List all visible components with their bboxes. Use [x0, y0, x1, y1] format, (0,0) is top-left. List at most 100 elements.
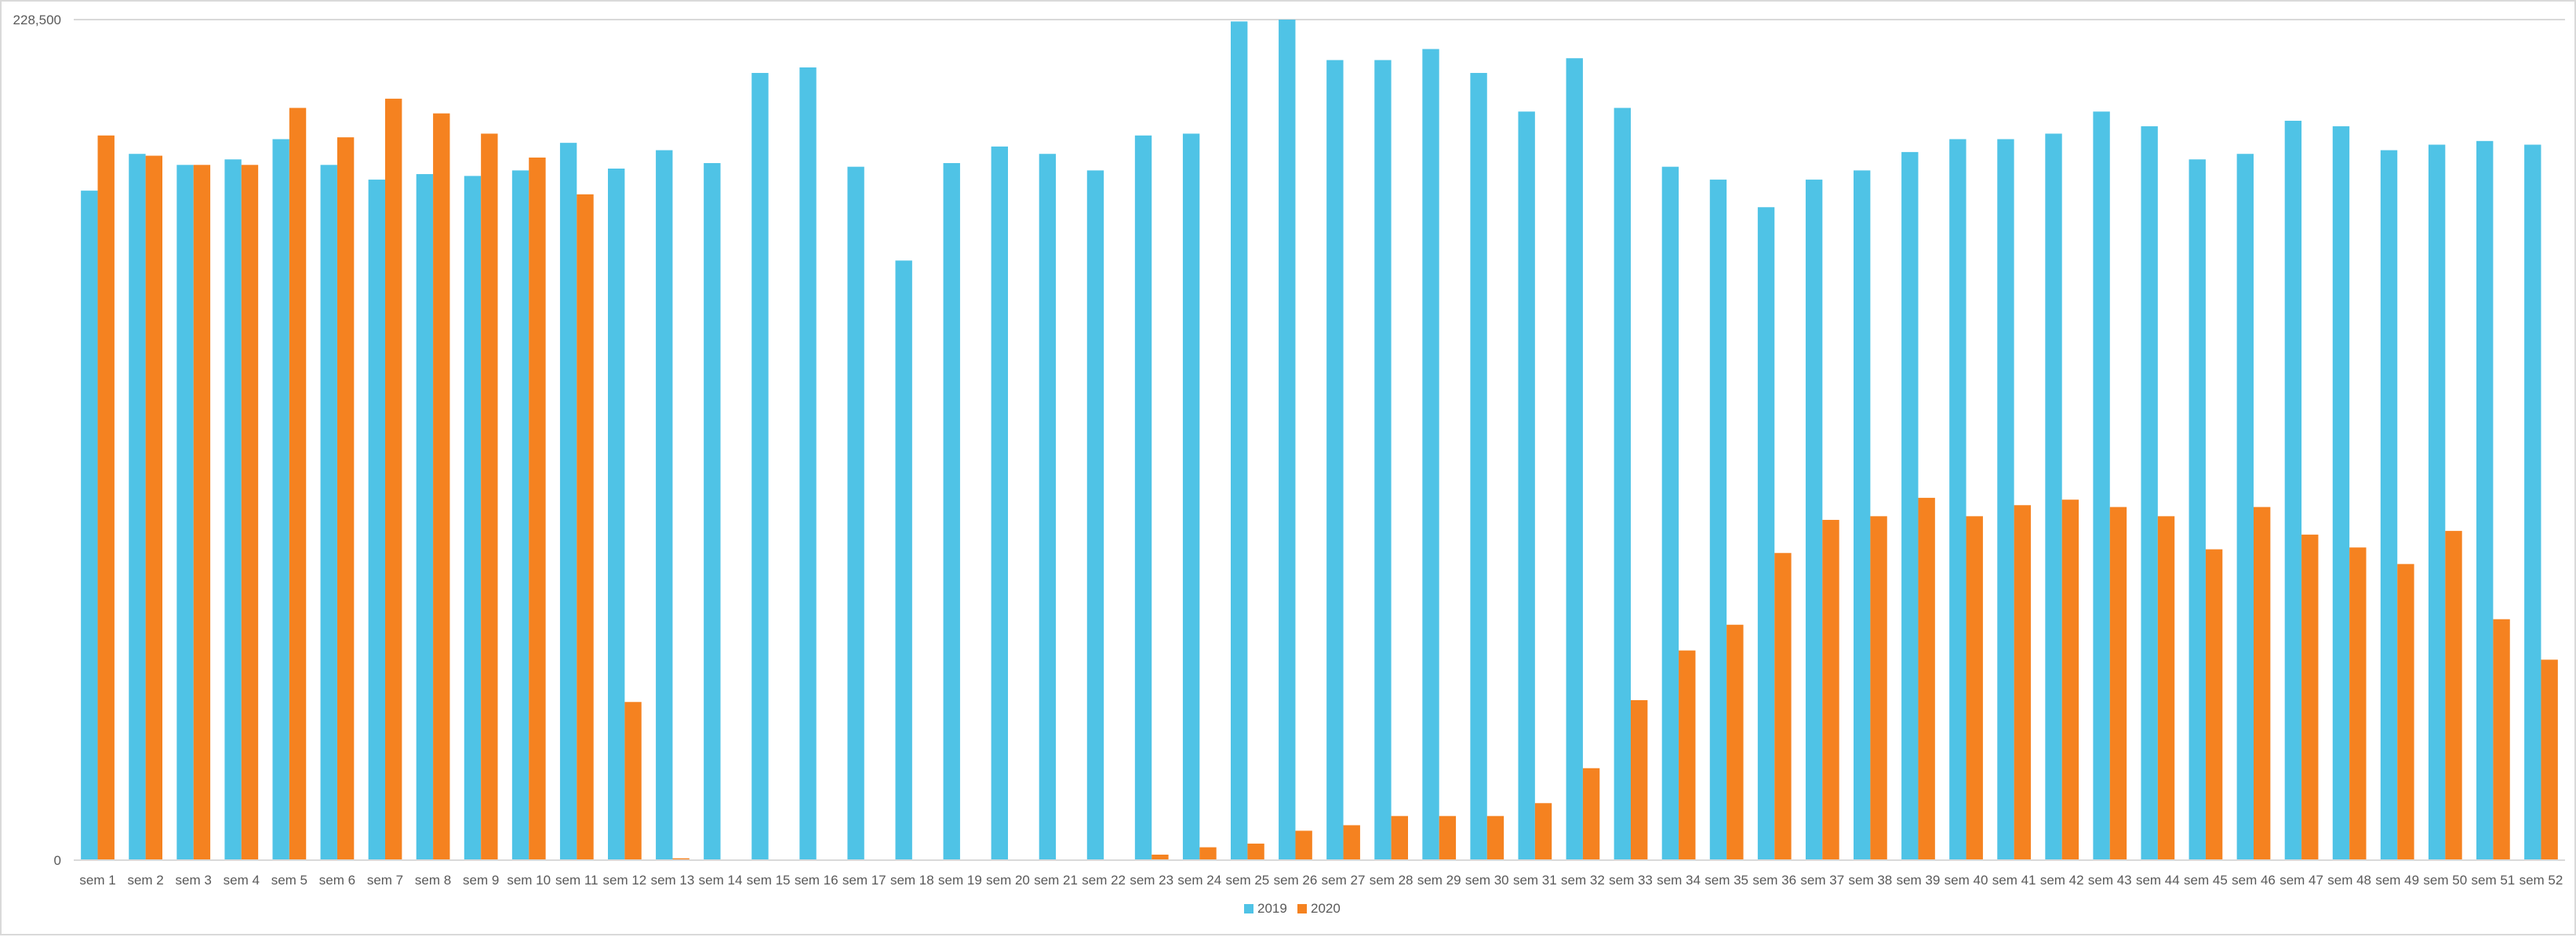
x-tick-label: sem 14: [699, 873, 743, 888]
bar-2019-sem-29: [1422, 49, 1439, 860]
bar-2019-sem-25: [1231, 21, 1248, 861]
x-tick-label: sem 22: [1082, 873, 1126, 888]
bar-2019-sem-4: [224, 159, 242, 860]
x-tick-label: sem 42: [2040, 873, 2084, 888]
bar-2020-sem-41: [2014, 505, 2031, 860]
bar-2020-sem-35: [1726, 624, 1744, 860]
bar-2020-sem-43: [2109, 507, 2127, 860]
bar-2019-sem-2: [129, 154, 146, 861]
bar-2020-sem-1: [97, 135, 115, 860]
x-tick-label: sem 51: [2472, 873, 2516, 888]
bar-2020-sem-3: [193, 165, 211, 860]
bar-2020-sem-25: [1247, 843, 1264, 860]
bar-2019-sem-15: [751, 73, 769, 860]
x-tick-label: sem 3: [176, 873, 212, 888]
bar-2020-sem-26: [1295, 830, 1312, 860]
x-tick-label: sem 15: [747, 873, 791, 888]
bar-2019-sem-26: [1279, 20, 1296, 860]
bar-2019-sem-10: [511, 170, 529, 861]
bars-layer: [81, 20, 2558, 861]
x-tick-label: sem 44: [2136, 873, 2180, 888]
bar-2019-sem-6: [320, 165, 337, 860]
bar-2019-sem-52: [2524, 144, 2541, 860]
bar-2019-sem-19: [943, 162, 960, 861]
bar-2019-sem-5: [272, 139, 289, 861]
y-tick-label: 0: [54, 853, 61, 868]
bar-2019-sem-9: [464, 176, 482, 860]
bar-2020-sem-8: [433, 113, 450, 860]
bar-2019-sem-36: [1757, 207, 1775, 860]
bar-2019-sem-3: [176, 165, 194, 860]
bar-2019-sem-24: [1182, 133, 1200, 860]
x-tick-label: sem 38: [1849, 873, 1893, 888]
bar-2019-sem-50: [2428, 144, 2446, 860]
bar-2019-sem-12: [608, 169, 625, 860]
x-tick-label: sem 18: [890, 873, 934, 888]
x-tick-label: sem 13: [651, 873, 695, 888]
bar-2019-sem-35: [1709, 180, 1727, 860]
bar-2019-sem-39: [1901, 151, 1919, 860]
x-tick-label: sem 32: [1561, 873, 1605, 888]
x-tick-label: sem 10: [507, 873, 551, 888]
bar-2019-sem-14: [704, 162, 721, 861]
x-tick-label: sem 34: [1657, 873, 1701, 888]
bar-2019-sem-37: [1805, 180, 1823, 860]
bar-2019-sem-22: [1086, 170, 1104, 861]
x-axis-ticks: sem 1 sem 2 sem 3 sem 4 sem 5 sem 6 sem 7 sem 8…: [79, 873, 2563, 888]
bar-2019-sem-41: [1997, 139, 2014, 861]
x-tick-label: sem 39: [1897, 873, 1941, 888]
bar-2019-sem-34: [1661, 166, 1679, 860]
x-tick-label: sem 36: [1752, 873, 1796, 888]
x-tick-label: sem 29: [1417, 873, 1461, 888]
x-tick-label: sem 5: [271, 873, 307, 888]
x-tick-label: sem 20: [986, 873, 1030, 888]
bar-2019-sem-16: [799, 67, 817, 861]
bar-2019-sem-38: [1854, 170, 1871, 861]
x-tick-label: sem 48: [2327, 873, 2371, 888]
x-tick-label: sem 31: [1513, 873, 1557, 888]
x-tick-label: sem 50: [2423, 873, 2467, 888]
x-tick-label: sem 33: [1609, 873, 1653, 888]
legend-swatch-2020: [1297, 904, 1307, 913]
bar-2019-sem-48: [2332, 126, 2350, 861]
bar-2019-sem-49: [2380, 150, 2398, 861]
bar-2019-sem-47: [2284, 121, 2302, 860]
bar-2020-sem-12: [624, 702, 642, 860]
legend-swatch-2019: [1244, 904, 1253, 913]
bar-2020-sem-52: [2541, 659, 2558, 860]
x-tick-label: sem 49: [2375, 873, 2419, 888]
x-tick-label: sem 28: [1370, 873, 1414, 888]
x-tick-label: sem 37: [1800, 873, 1844, 888]
bar-2019-sem-17: [847, 166, 864, 860]
bar-2019-sem-28: [1374, 60, 1392, 861]
x-tick-label: sem 17: [842, 873, 886, 888]
x-tick-label: sem 26: [1274, 873, 1318, 888]
bar-2020-sem-36: [1774, 553, 1792, 860]
bar-2019-sem-44: [2141, 126, 2158, 861]
bar-2020-sem-50: [2445, 531, 2462, 860]
bar-2020-sem-42: [2061, 499, 2079, 860]
bar-2019-sem-8: [416, 174, 434, 861]
bar-2020-sem-24: [1199, 847, 1217, 860]
bar-2019-sem-32: [1566, 58, 1583, 860]
x-tick-label: sem 25: [1226, 873, 1270, 888]
x-tick-label: sem 47: [2279, 873, 2323, 888]
bar-2019-sem-40: [1949, 139, 1967, 861]
bar-2020-sem-2: [145, 155, 162, 860]
bar-2020-sem-37: [1822, 520, 1839, 860]
legend: 2019 2020: [1244, 901, 1341, 916]
bar-2020-sem-27: [1343, 825, 1360, 860]
bar-2020-sem-10: [529, 157, 546, 860]
bar-2020-sem-4: [241, 165, 259, 860]
bar-2019-sem-1: [81, 191, 98, 860]
x-tick-label: sem 23: [1130, 873, 1173, 888]
bar-2019-sem-23: [1134, 135, 1152, 860]
bar-2020-sem-33: [1631, 699, 1648, 860]
bar-2020-sem-29: [1439, 815, 1457, 860]
bar-2020-sem-51: [2493, 619, 2510, 860]
x-tick-label: sem 12: [603, 873, 647, 888]
x-tick-label: sem 52: [2520, 873, 2563, 888]
y-axis-ticks: 0 228,500: [13, 13, 61, 868]
bar-2020-sem-47: [2301, 534, 2319, 860]
